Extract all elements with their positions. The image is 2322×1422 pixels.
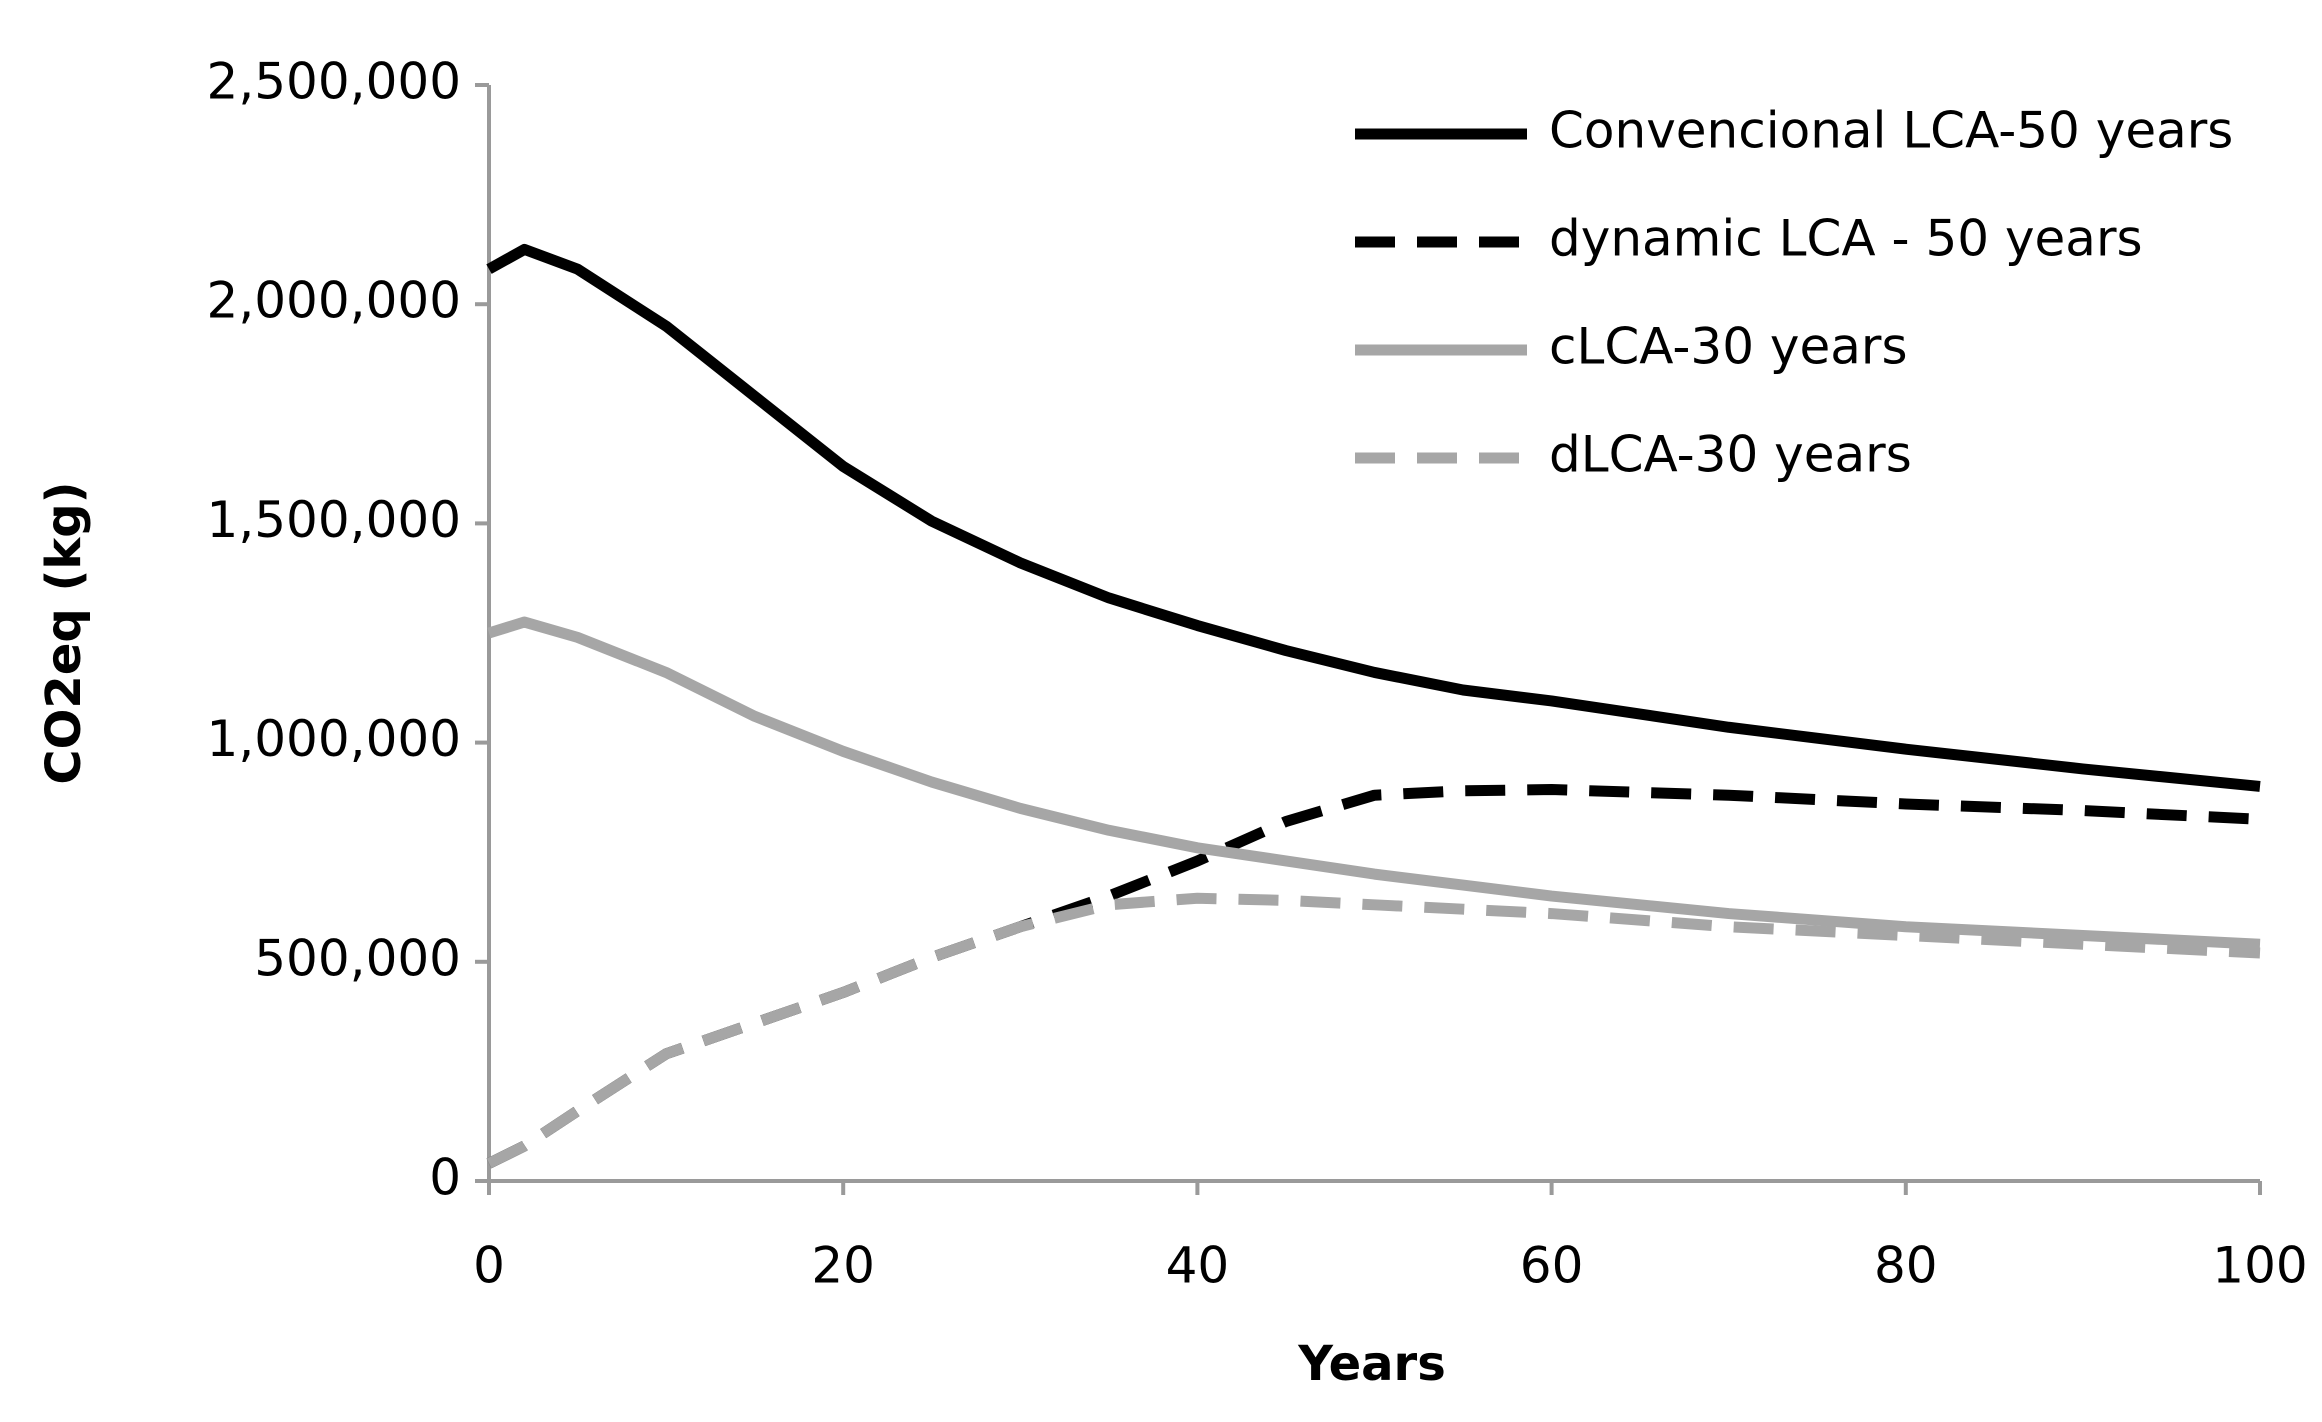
x-tick-label: 40 [1166, 1237, 1230, 1295]
x-tick-label: 100 [2212, 1237, 2307, 1295]
series-line [486, 892, 2261, 1169]
series-line [486, 784, 2261, 1169]
y-tick-label: 2,500,000 [207, 53, 461, 111]
legend-label: Convencional LCA-50 years [1549, 102, 2233, 160]
x-tick-label: 0 [473, 1237, 505, 1295]
y-tick-label: 0 [429, 1149, 461, 1207]
legend-label: dynamic LCA - 50 years [1549, 210, 2143, 268]
x-tick-label: 60 [1520, 1237, 1584, 1295]
x-tick-label: 80 [1874, 1237, 1938, 1295]
x-axis-title: Years [1297, 1336, 1446, 1392]
y-tick-label: 1,000,000 [207, 710, 461, 768]
y-tick-label: 1,500,000 [207, 491, 461, 549]
y-tick-label: 500,000 [254, 929, 461, 987]
legend-label: cLCA-30 years [1549, 318, 1908, 376]
series-line [487, 616, 2261, 950]
y-axis-title: CO2eq (kg) [36, 481, 92, 784]
x-tick-label: 20 [811, 1237, 875, 1295]
y-tick-label: 2,000,000 [207, 272, 461, 330]
legend-label: dLCA-30 years [1549, 426, 1912, 484]
series-line [486, 243, 2261, 792]
